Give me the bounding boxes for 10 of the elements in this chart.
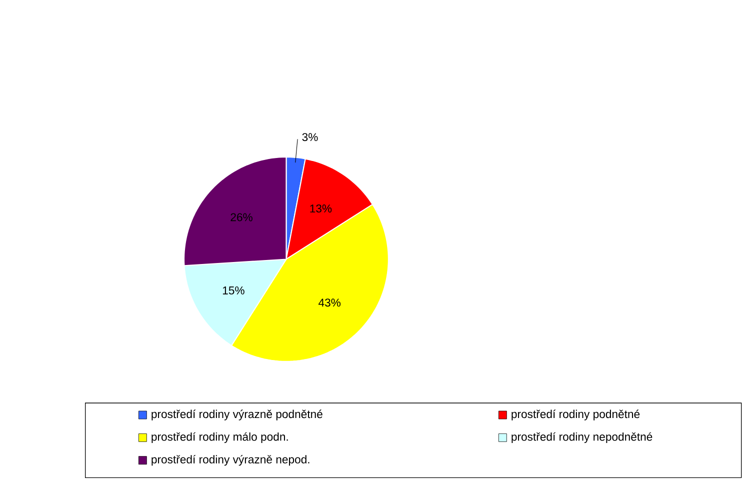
data-label: 43%: [318, 298, 341, 307]
legend-label: prostředí rodiny výrazně podnětné: [152, 410, 322, 420]
legend-label: prostředí rodiny nepodnětné: [512, 432, 652, 444]
data-label: 26%: [230, 213, 252, 222]
legend-label: prostředí rodiny málo podn.: [152, 432, 288, 444]
data-label: 15%: [222, 286, 244, 294]
data-label: 13%: [310, 204, 332, 213]
legend-label: prostředí rodiny podnětné: [512, 410, 640, 420]
legend-label: prostředí rodiny výrazně nepod.: [152, 454, 310, 466]
data-label: 3%: [302, 133, 318, 142]
